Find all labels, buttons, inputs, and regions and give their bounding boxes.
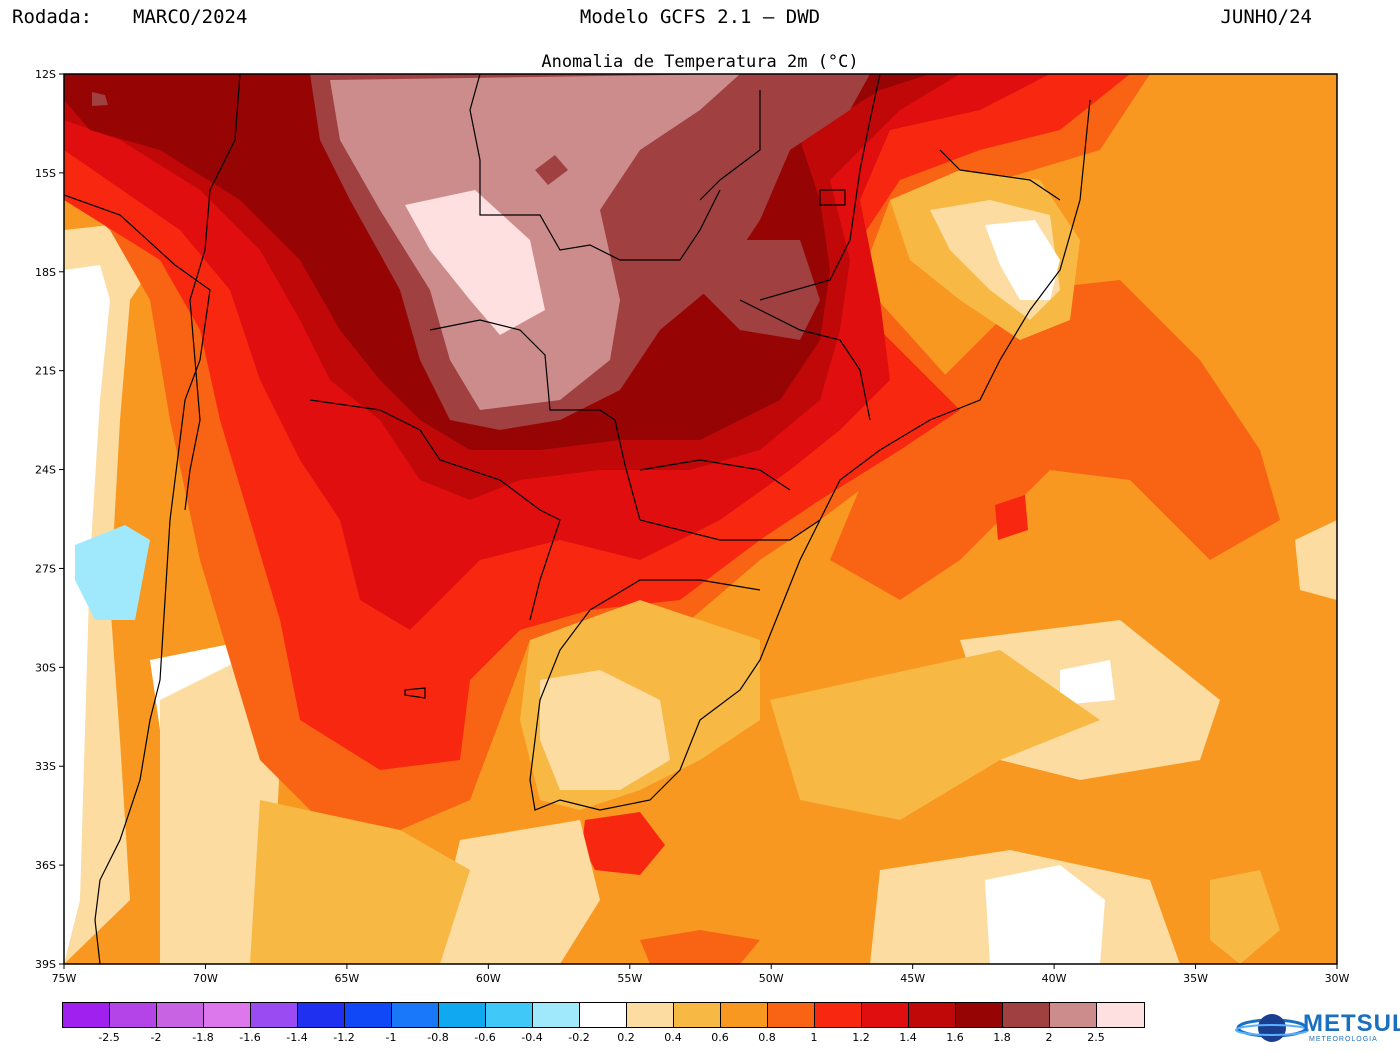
- colorbar-swatch: [157, 1003, 204, 1027]
- colorbar-swatch: [1003, 1003, 1050, 1027]
- colorbar-label: -1.8: [192, 1031, 214, 1044]
- lat-label: 27S: [35, 562, 56, 575]
- colorbar-label: 1.6: [946, 1031, 964, 1044]
- colorbar-swatch: [392, 1003, 439, 1027]
- colorbar-swatch: [1050, 1003, 1097, 1027]
- lat-label: 21S: [35, 365, 56, 378]
- lat-label: 33S: [35, 760, 56, 773]
- lat-label: 24S: [35, 464, 56, 477]
- colorbar-label: -2.5: [98, 1031, 120, 1044]
- colorbar-label: -1.6: [239, 1031, 261, 1044]
- colorbar-label: -0.4: [521, 1031, 543, 1044]
- colorbar-swatch: [439, 1003, 486, 1027]
- lon-label: 40W: [1042, 972, 1067, 985]
- colorbar-swatch: [298, 1003, 345, 1027]
- lon-label: 65W: [334, 972, 359, 985]
- logo-tagline: METEOROLOGIA: [1309, 1036, 1378, 1043]
- colorbar-swatch: [909, 1003, 956, 1027]
- colorbar-swatch: [486, 1003, 533, 1027]
- coastline-borders: [64, 74, 1091, 964]
- colorbar-swatch: [956, 1003, 1003, 1027]
- colorbar-swatch: [815, 1003, 862, 1027]
- lon-label: 70W: [193, 972, 218, 985]
- colorbar-swatch: [862, 1003, 909, 1027]
- colorbar-swatch: [251, 1003, 298, 1027]
- colorbar-label: -0.8: [427, 1031, 449, 1044]
- colorbar-swatch: [1097, 1003, 1144, 1027]
- lon-label: 50W: [759, 972, 784, 985]
- colorbar-label: 0.8: [758, 1031, 776, 1044]
- run-label: Rodada:: [12, 6, 93, 28]
- colorbar-swatch: [721, 1003, 768, 1027]
- colorbar-swatch: [674, 1003, 721, 1027]
- lon-label: 30W: [1325, 972, 1350, 985]
- lon-label: 35W: [1183, 972, 1208, 985]
- colorbar-label: -0.2: [568, 1031, 590, 1044]
- anomaly-map: 12S 15S 18S 21S 24S 27S 30S 33S 36S 39S 75W 70W 65W…: [35, 68, 1350, 985]
- colorbar-label: 1.8: [993, 1031, 1011, 1044]
- colorbar-label: -1.2: [333, 1031, 355, 1044]
- colorbar-label: -2: [150, 1031, 162, 1044]
- metsul-logo: [1235, 1014, 1309, 1042]
- colorbar-label: -1.4: [286, 1031, 308, 1044]
- valid-month: JUNHO/24: [1220, 6, 1312, 28]
- colorbar-label: 1: [810, 1031, 818, 1044]
- colorbar-swatch: [580, 1003, 627, 1027]
- colorbar-swatch: [768, 1003, 815, 1027]
- lat-label: 30S: [35, 661, 56, 674]
- map-subtitle: Anomalia de Temperatura 2m (°C): [541, 52, 859, 72]
- colorbar-swatch: [63, 1003, 110, 1027]
- lon-label: 60W: [476, 972, 501, 985]
- colorbar-swatch: [204, 1003, 251, 1027]
- lat-label: 12S: [35, 68, 56, 81]
- logo-name: METSUL: [1303, 1010, 1400, 1037]
- colorbar-label: -0.6: [474, 1031, 496, 1044]
- lat-label: 39S: [35, 958, 56, 971]
- lat-label: 15S: [35, 167, 56, 180]
- colorbar-label: 2: [1045, 1031, 1053, 1044]
- colorbar-label: 0.4: [664, 1031, 682, 1044]
- colorbar-label: -1: [385, 1031, 397, 1044]
- colorbar-label: 0.6: [711, 1031, 729, 1044]
- colorbar-label: 2.5: [1087, 1031, 1105, 1044]
- colorbar-swatch: [627, 1003, 674, 1027]
- lon-label: 45W: [900, 972, 925, 985]
- anomaly-field: [64, 74, 1337, 964]
- colorbar-swatch: [345, 1003, 392, 1027]
- latitude-axis: 12S 15S 18S 21S 24S 27S 30S 33S 36S 39S: [35, 68, 64, 971]
- longitude-axis: 75W 70W 65W 60W 55W 50W 45W 40W 35W 30W: [52, 964, 1350, 985]
- lon-label: 55W: [617, 972, 642, 985]
- colorbar-swatch: [110, 1003, 157, 1027]
- map-frame: [63, 73, 1338, 965]
- lat-label: 18S: [35, 266, 56, 279]
- run-value: MARCO/2024: [133, 6, 248, 28]
- colorbar-label: 0.2: [617, 1031, 635, 1044]
- colorbar-label: 1.4: [899, 1031, 917, 1044]
- model-title: Modelo GCFS 2.1 – DWD: [579, 6, 821, 28]
- lat-label: 36S: [35, 859, 56, 872]
- colorbar-label: 1.2: [852, 1031, 870, 1044]
- colorbar: [62, 1002, 1145, 1028]
- colorbar-swatch: [533, 1003, 580, 1027]
- lon-label: 75W: [52, 972, 77, 985]
